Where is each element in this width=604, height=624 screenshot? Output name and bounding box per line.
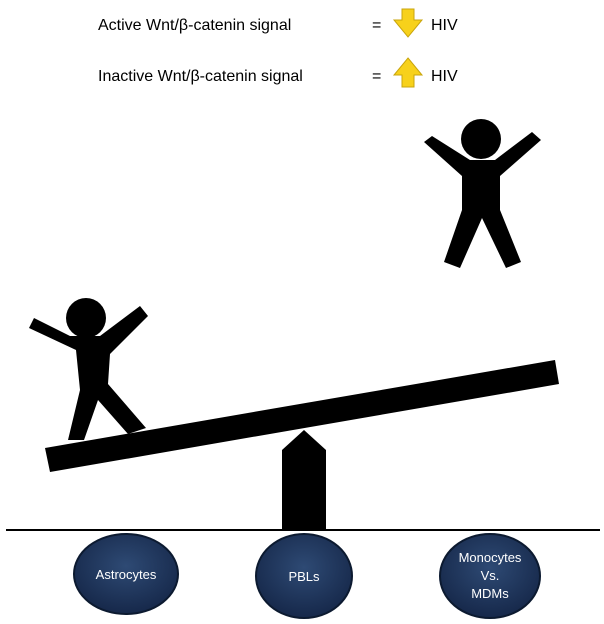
legend-row-active: Active Wnt/β-catenin signal = HIV (98, 8, 458, 38)
node-monocytes-vs-mdms: Monocytes Vs. MDMs (439, 533, 541, 619)
legend-result-active: HIV (431, 17, 458, 34)
node-label-line-1: Monocytes (459, 550, 522, 565)
seesaw-plank (45, 360, 559, 472)
seesaw-fulcrum (282, 430, 326, 530)
node-label-line-2: Vs. (481, 568, 500, 583)
legend-result-inactive: HIV (431, 68, 458, 85)
legend-label-inactive: Inactive Wnt/β-catenin signal (98, 68, 303, 85)
jumping-person-icon (424, 119, 541, 268)
node-label: Astrocytes (96, 567, 157, 582)
down-arrow-icon (392, 8, 424, 38)
standing-person-icon (29, 298, 148, 440)
legend-equals-inactive: = (372, 68, 381, 85)
up-arrow-icon (392, 57, 424, 88)
node-label: PBLs (288, 569, 320, 584)
legend-equals-active: = (372, 17, 381, 34)
legend-row-inactive: Inactive Wnt/β-catenin signal = HIV (98, 57, 458, 88)
node-astrocytes: Astrocytes (73, 533, 179, 615)
legend-label-active: Active Wnt/β-catenin signal (98, 17, 291, 34)
node-pbls: PBLs (255, 533, 353, 619)
node-label-line-3: MDMs (471, 586, 509, 601)
